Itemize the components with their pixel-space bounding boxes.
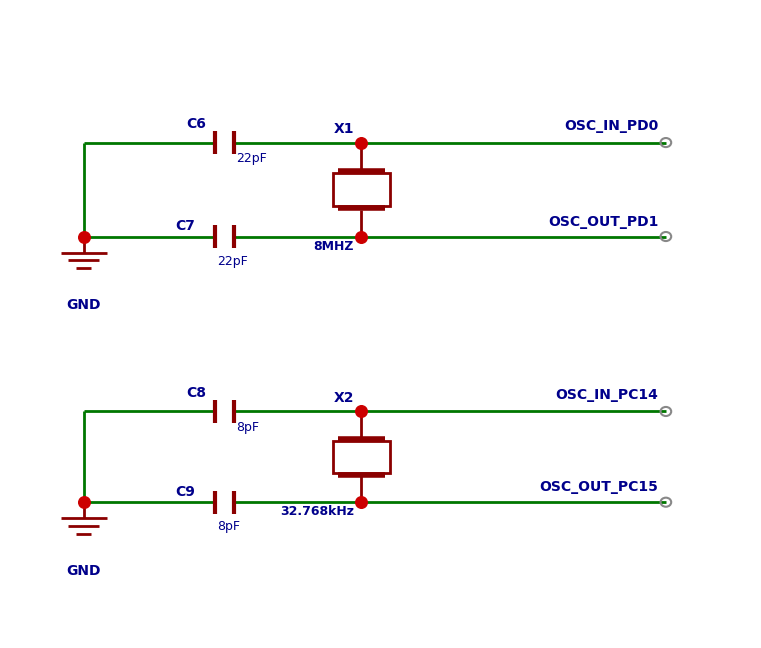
Text: OSC_IN_PC14: OSC_IN_PC14: [556, 388, 658, 402]
Text: 8pF: 8pF: [217, 520, 240, 533]
Point: [78, 231, 90, 242]
Text: OSC_IN_PD0: OSC_IN_PD0: [564, 119, 658, 133]
Point: [78, 497, 90, 507]
Text: C8: C8: [186, 386, 206, 400]
Point: [355, 231, 368, 242]
Text: GND: GND: [66, 564, 101, 578]
Text: C7: C7: [175, 219, 195, 233]
Text: 22pF: 22pF: [217, 255, 247, 268]
Text: C6: C6: [186, 117, 206, 131]
Text: 8MHZ: 8MHZ: [314, 240, 354, 253]
Text: 22pF: 22pF: [236, 152, 266, 165]
Text: GND: GND: [66, 298, 101, 312]
Text: X1: X1: [333, 122, 354, 136]
Text: X2: X2: [333, 391, 354, 405]
Point: [355, 137, 368, 148]
Text: 32.768kHz: 32.768kHz: [280, 505, 354, 518]
Point: [355, 497, 368, 507]
Point: [355, 406, 368, 417]
Bar: [333, 441, 390, 473]
Text: OSC_OUT_PD1: OSC_OUT_PD1: [548, 214, 658, 229]
Text: OSC_OUT_PC15: OSC_OUT_PC15: [540, 480, 658, 494]
Text: C9: C9: [175, 485, 195, 499]
Text: 8pF: 8pF: [236, 421, 259, 434]
Bar: [333, 172, 390, 207]
